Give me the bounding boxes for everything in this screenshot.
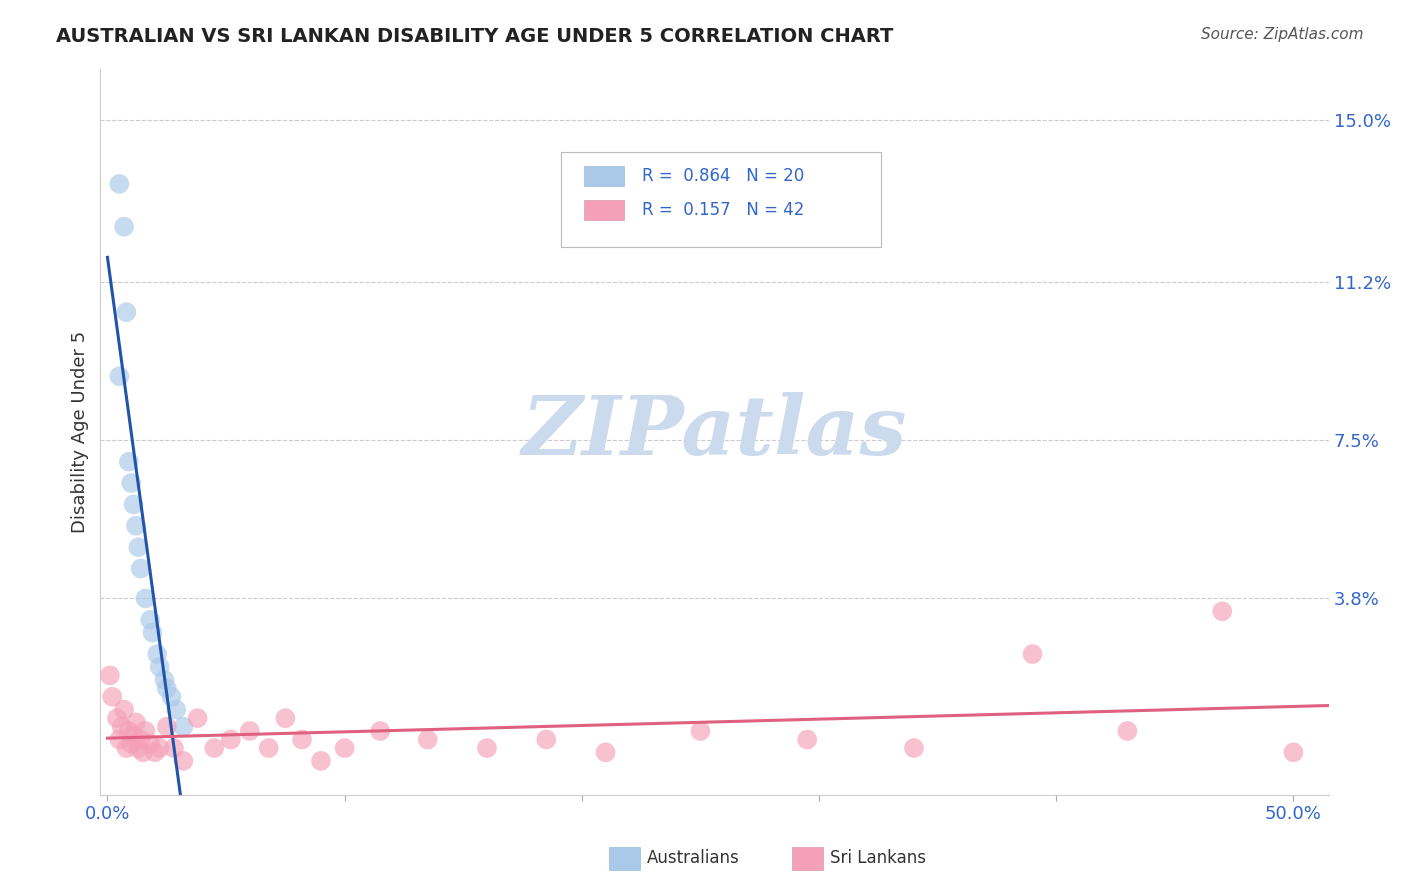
Point [112,703,135,717]
Point [134,591,156,606]
Point [165,703,187,717]
Point [202,741,225,756]
Point [1211,604,1233,618]
Point [120,737,142,751]
Point [115,741,138,756]
Point [172,720,194,734]
Bar [585,166,624,186]
Y-axis label: Disability Age Under 5: Disability Age Under 5 [72,331,89,533]
Point [257,741,280,756]
Text: R =  0.864   N = 20: R = 0.864 N = 20 [643,167,804,185]
Point [101,690,124,704]
Point [98,668,121,682]
Point [127,741,149,756]
Point [118,723,141,738]
Point [689,723,711,738]
Point [149,660,172,674]
Point [108,732,131,747]
Text: ZIPatlas: ZIPatlas [522,392,907,472]
Point [139,613,162,627]
Point [127,540,149,554]
Point [187,711,209,725]
Point [108,177,131,191]
Point [309,754,332,768]
Point [333,741,356,756]
Point [122,728,145,742]
Point [1021,647,1043,661]
Point [129,732,152,747]
Point [160,690,183,704]
Point [416,732,439,747]
Point [108,369,131,384]
Point [903,741,925,756]
Text: AUSTRALIAN VS SRI LANKAN DISABILITY AGE UNDER 5 CORRELATION CHART: AUSTRALIAN VS SRI LANKAN DISABILITY AGE … [56,27,894,45]
Text: Australians: Australians [647,849,740,867]
Point [122,498,145,512]
Point [125,518,148,533]
Point [139,737,162,751]
Point [368,723,391,738]
Bar [585,200,624,220]
Point [172,754,194,768]
Point [146,647,169,661]
Point [149,741,172,756]
Point [291,732,314,747]
Point [1282,745,1305,759]
Point [153,673,176,687]
Point [143,745,166,759]
Point [274,711,297,725]
Point [120,476,142,491]
Text: Source: ZipAtlas.com: Source: ZipAtlas.com [1201,27,1364,42]
Point [105,711,128,725]
Point [219,732,242,747]
Point [536,732,558,747]
Point [475,741,498,756]
Point [163,741,186,756]
Point [112,219,135,234]
FancyBboxPatch shape [561,152,880,246]
Point [125,715,148,730]
Point [156,720,179,734]
Point [132,745,155,759]
Point [115,305,138,319]
Point [156,681,179,696]
Point [796,732,818,747]
Point [239,723,262,738]
Point [1116,723,1139,738]
Point [129,561,152,575]
Text: Sri Lankans: Sri Lankans [830,849,925,867]
Point [118,455,141,469]
Text: R =  0.157   N = 42: R = 0.157 N = 42 [643,202,804,219]
Point [111,720,134,734]
Point [134,723,156,738]
Point [595,745,617,759]
Point [141,625,163,640]
